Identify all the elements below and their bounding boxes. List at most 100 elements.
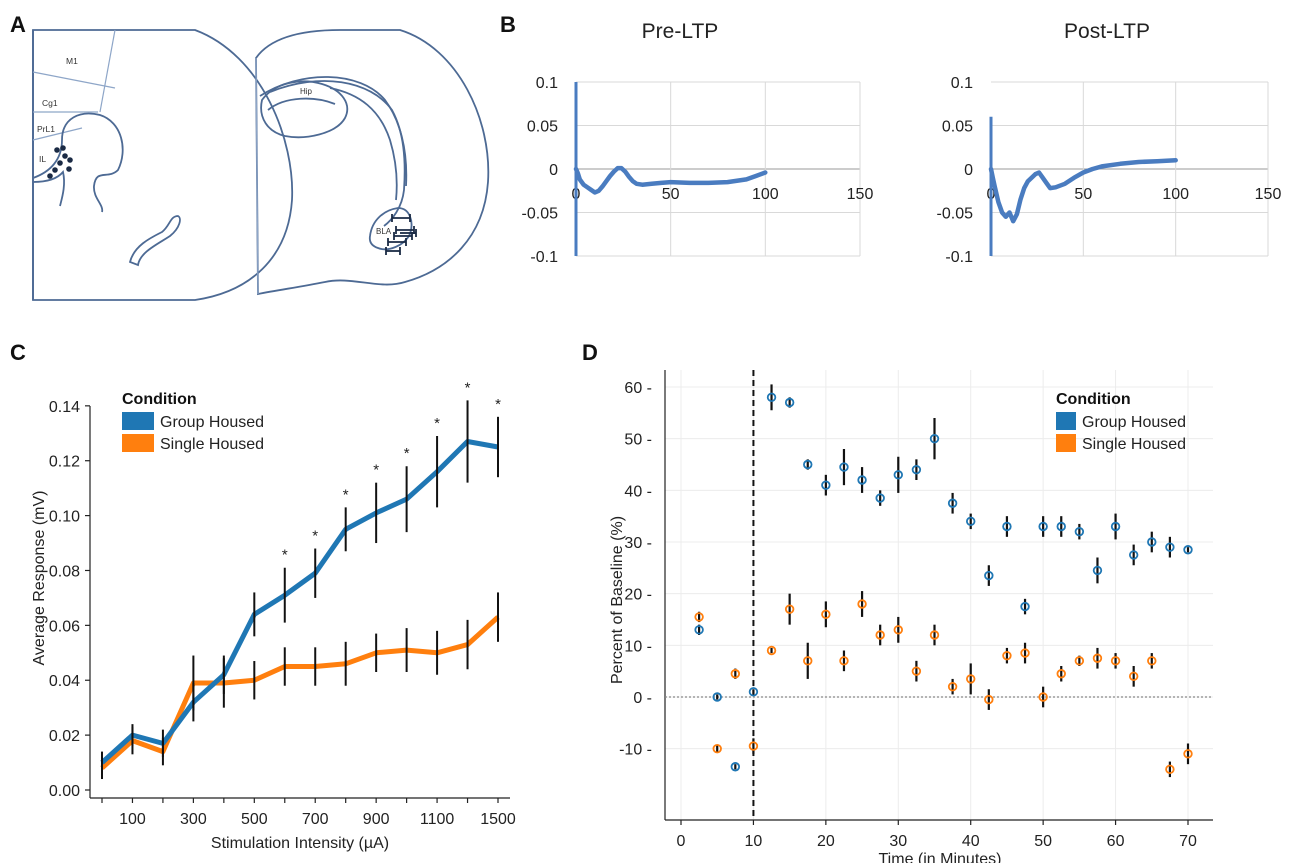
y-tick-label: 40 -: [624, 483, 652, 500]
data-point-single-housed: [875, 630, 885, 640]
data-point-single-housed: [1110, 656, 1121, 666]
y-tick-label: 10 -: [624, 638, 652, 655]
data-point-single-housed: [1092, 653, 1103, 663]
chart-c: 0.00 0.02 0.04 0.06 0.08 0.10 0.12 0.14 100 300 50…: [31, 379, 516, 852]
waveform-title: Pre-LTP: [642, 20, 719, 43]
data-point-single-housed: [1183, 749, 1193, 759]
x-tick-label: 30: [889, 833, 907, 850]
y-tick-label: -0.05: [522, 206, 559, 223]
panel-label-d: D: [582, 340, 598, 365]
data-point-single-housed: [694, 612, 704, 622]
data-point-group-housed: [1165, 542, 1175, 552]
right-section-outline: [255, 29, 490, 296]
data-point-group-housed: [929, 433, 940, 444]
x-tick-label: 20: [817, 833, 835, 850]
hippocampus-inner: [267, 97, 336, 111]
y-tick-label: -10 -: [619, 742, 652, 759]
data-point-group-housed: [784, 397, 795, 408]
y-tick-label: 0.00: [49, 783, 80, 800]
data-point-group-housed: [1183, 545, 1193, 555]
data-point-single-housed: [947, 681, 958, 692]
data-point-single-housed: [766, 645, 777, 656]
legend-label: Single Housed: [160, 436, 264, 453]
y-tick-label: 50 -: [624, 432, 652, 449]
panel-label-c: C: [10, 340, 26, 365]
y-tick-label: 0 -: [633, 690, 652, 707]
y-tick-label: 0.1: [951, 75, 973, 92]
data-point-single-housed: [712, 743, 722, 754]
y-tick-label: 0.05: [527, 119, 558, 136]
y-tick-label: 60 -: [624, 380, 652, 397]
left-section-boundary-1: [32, 71, 116, 89]
right-section-midline: [255, 57, 259, 295]
x-tick-label: 900: [363, 811, 390, 828]
x-tick-label: 40: [962, 833, 980, 850]
data-point-single-housed: [911, 666, 922, 676]
region-label-cg1: Cg1: [42, 98, 58, 108]
y-tick-label: 30 -: [624, 535, 652, 552]
input-output-chart: 0.00 0.02 0.04 0.06 0.08 0.10 0.12 0.14 100 300 50…: [31, 379, 516, 852]
waveform-trace: [988, 158, 1178, 224]
data-point-single-housed: [1020, 648, 1030, 658]
data-point-single-housed: [1002, 650, 1012, 661]
data-point-group-housed: [1038, 521, 1048, 532]
region-label-il: IL: [39, 154, 46, 164]
x-tick-label: 50: [1034, 833, 1052, 850]
x-tick-label: 100: [1162, 186, 1189, 203]
legend-title: Condition: [122, 391, 197, 408]
data-point-group-housed: [875, 493, 885, 503]
data-point-group-housed: [694, 625, 704, 635]
external-capsule-1: [259, 76, 408, 187]
data-point-single-housed: [730, 669, 741, 679]
panel-label-b: B: [500, 12, 516, 37]
legend-swatch-single-housed: [122, 434, 154, 452]
data-point-single-housed: [1038, 692, 1048, 702]
data-point-group-housed: [911, 464, 922, 475]
x-tick-label: 1100: [420, 811, 455, 828]
y-tick-label: 0.04: [49, 673, 80, 690]
y-tick-label: 0.1: [536, 75, 558, 92]
significance-marker: *: [465, 379, 471, 396]
significance-marker: *: [434, 415, 440, 432]
amygdala-outline: [368, 207, 413, 251]
y-axis-title: Percent of Baseline (%): [609, 516, 626, 684]
y-tick-label: -0.1: [945, 249, 973, 266]
y-tick-label: -0.1: [530, 249, 558, 266]
data-point-group-housed: [821, 480, 831, 490]
data-point-single-housed: [966, 674, 976, 684]
x-tick-label: 700: [302, 811, 329, 828]
significance-marker: *: [312, 528, 318, 545]
y-tick-label: 0: [964, 162, 973, 179]
y-tick-label: 0: [549, 162, 558, 179]
data-point-single-housed: [1056, 669, 1066, 679]
x-tick-label: 100: [119, 811, 146, 828]
data-point-group-housed: [748, 687, 759, 697]
legend-label: Single Housed: [1082, 436, 1186, 453]
left-electrode-marks: [47, 145, 73, 179]
legend-swatch-group-housed: [122, 412, 154, 430]
x-axis-title: Time (in Minutes): [879, 851, 1002, 863]
left-section-boundary-4: [99, 29, 116, 113]
data-point-group-housed: [1020, 601, 1030, 612]
x-tick-label: 50: [1074, 186, 1092, 203]
left-section-outline: [32, 29, 294, 301]
left-anterior-commissure: [128, 215, 181, 267]
data-point-group-housed: [1147, 537, 1157, 547]
region-label-bla: BLA: [376, 227, 392, 236]
data-point-group-housed: [803, 459, 813, 470]
significance-marker: *: [404, 445, 410, 462]
chart-d: 60 - 50 - 40 - 30 - 20 - 10 - 0 - -10 - 0 10 20 30 4…: [609, 370, 1213, 863]
data-point-group-housed: [730, 762, 741, 772]
x-tick-label: 100: [752, 186, 779, 203]
x-tick-label: 50: [662, 186, 680, 203]
data-point-group-housed: [1128, 550, 1139, 560]
x-tick-label: 150: [847, 186, 874, 203]
y-axis-title: Average Response (mV): [31, 491, 48, 666]
y-tick-label: 0.06: [49, 618, 80, 635]
x-tick-label: 10: [745, 833, 763, 850]
region-label-prl1: PrL1: [37, 124, 55, 134]
y-tick-label: 0.14: [49, 399, 80, 416]
data-point-single-housed: [839, 656, 849, 666]
